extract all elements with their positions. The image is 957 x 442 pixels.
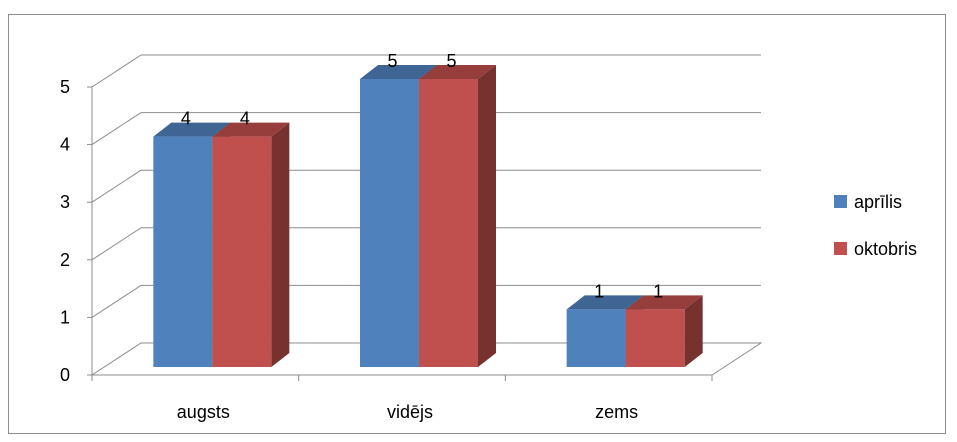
data-label: 5 [387,51,397,71]
legend: aprīlis oktobris [834,192,917,259]
data-label: 5 [446,51,456,71]
legend-swatch [834,242,847,255]
bar-top [625,295,703,310]
bar-side [684,295,703,367]
y-tick-label: 4 [60,135,70,155]
bar-top [360,65,437,79]
bar [625,309,685,367]
x-tick-label: zems [595,402,638,422]
bar-top [153,122,231,137]
bar-top [419,65,496,79]
y-tick-label: 0 [60,365,70,385]
y-tick-label: 1 [60,307,70,327]
legend-label: aprīlis [854,192,902,212]
data-label: 4 [181,109,191,129]
bar [419,79,478,367]
y-tick-label: 2 [60,250,70,270]
x-tick-label: augsts [177,402,230,422]
bar-top [566,295,644,310]
x-tick-label: vidējs [387,402,433,422]
data-label: 4 [240,109,250,129]
y-tick-label: 5 [60,77,70,97]
gridline-side [91,227,142,261]
bar-side [271,122,290,367]
bars [153,65,703,367]
axes: 0 1 2 3 4 5 augsts vidējs zems [60,77,713,422]
bar [212,136,272,367]
y-tick-label: 3 [60,192,70,212]
gridline-side [91,112,142,146]
legend-label: oktobris [854,239,917,259]
gridline-side [91,169,142,203]
bar [566,309,626,367]
bar-side [478,65,496,367]
data-labels: 4 4 5 5 1 1 [181,51,663,301]
data-label: 1 [594,281,604,301]
bar-top [212,122,290,137]
data-label: 1 [653,281,663,301]
gridline-side [91,54,142,88]
legend-swatch [834,195,847,208]
bar [153,136,213,367]
bar [360,79,419,367]
gridline-side [91,284,142,318]
